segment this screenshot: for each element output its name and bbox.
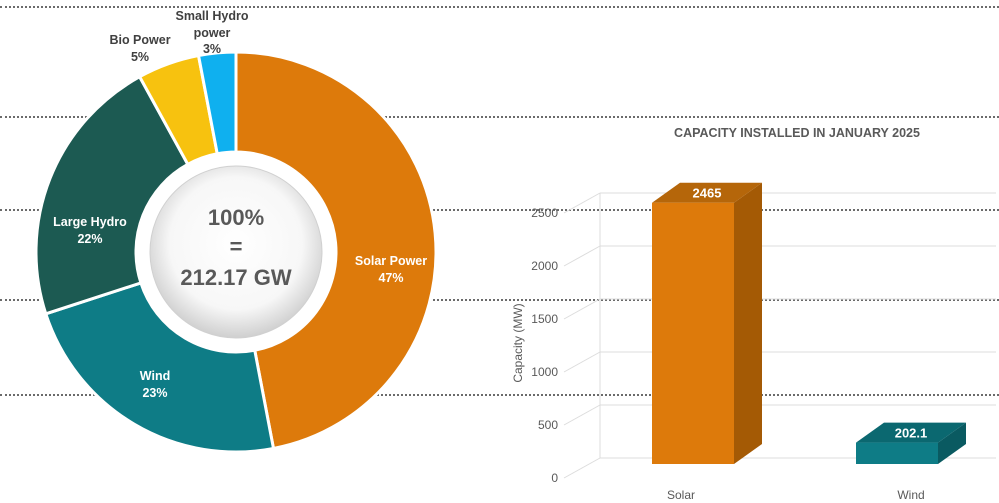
- gridline-diagonal: [563, 351, 601, 373]
- bar-side-wind: [938, 422, 966, 464]
- x-tick-label-solar: Solar: [667, 488, 695, 502]
- slice-name-large-hydro: Large Hydro: [53, 215, 127, 229]
- slice-name-small-hydro-line1: Small Hydro: [176, 9, 249, 23]
- slice-name-small-hydro-line2: power: [194, 26, 231, 40]
- slice-pct-bio: 5%: [131, 50, 149, 64]
- y-tick-label: 2000: [531, 259, 558, 273]
- donut-center-disc: [149, 165, 323, 339]
- dotted-line-5: [0, 394, 999, 396]
- center-label-equals: =: [230, 234, 243, 259]
- x-tick-label-wind: Wind: [897, 488, 924, 502]
- slice-name-solar: Solar Power: [355, 254, 427, 268]
- donut-chart: 100% = 212.17 GW Solar Power 47% Wind 23…: [34, 9, 438, 454]
- bar-top-solar: [652, 182, 762, 203]
- bar-value-label-wind: 202.1: [895, 426, 928, 441]
- dotted-line-3: [0, 209, 999, 211]
- dotted-line-4: [0, 299, 999, 301]
- bar-solar: [652, 202, 734, 464]
- y-tick-label: 0: [551, 471, 558, 485]
- slice-pct-large-hydro: 22%: [77, 232, 102, 246]
- gridline-diagonal: [563, 245, 601, 267]
- slice-name-wind: Wind: [140, 369, 170, 383]
- gridline-diagonal: [563, 457, 601, 479]
- bar-value-label-solar: 2465: [693, 186, 722, 201]
- y-tick-label: 1500: [531, 312, 558, 326]
- center-label-total: 212.17 GW: [180, 265, 292, 290]
- slice-name-bio: Bio Power: [109, 33, 170, 47]
- bar-wind: [856, 442, 938, 464]
- center-label-percent: 100%: [208, 205, 264, 230]
- y-tick-label: 500: [538, 418, 558, 432]
- bar-chart: CAPACITY INSTALLED IN JANUARY 2025 0 500 1…: [511, 126, 996, 502]
- dotted-line-2: [0, 116, 999, 118]
- y-tick-label: 1000: [531, 365, 558, 379]
- slice-pct-wind: 23%: [142, 386, 167, 400]
- gridline-diagonal: [563, 298, 601, 320]
- bar-top-wind: [856, 422, 966, 443]
- slice-pct-solar: 47%: [378, 271, 403, 285]
- y-tick-label: 2500: [531, 206, 558, 220]
- bar-side-solar: [734, 182, 762, 464]
- gridline-diagonal: [563, 192, 601, 214]
- y-axis-label: Capacity (MW): [511, 303, 525, 382]
- bar-chart-title: CAPACITY INSTALLED IN JANUARY 2025: [674, 126, 920, 140]
- gridline-diagonal: [563, 404, 601, 426]
- dotted-line-1: [0, 6, 999, 8]
- slice-pct-small-hydro: 3%: [203, 42, 221, 56]
